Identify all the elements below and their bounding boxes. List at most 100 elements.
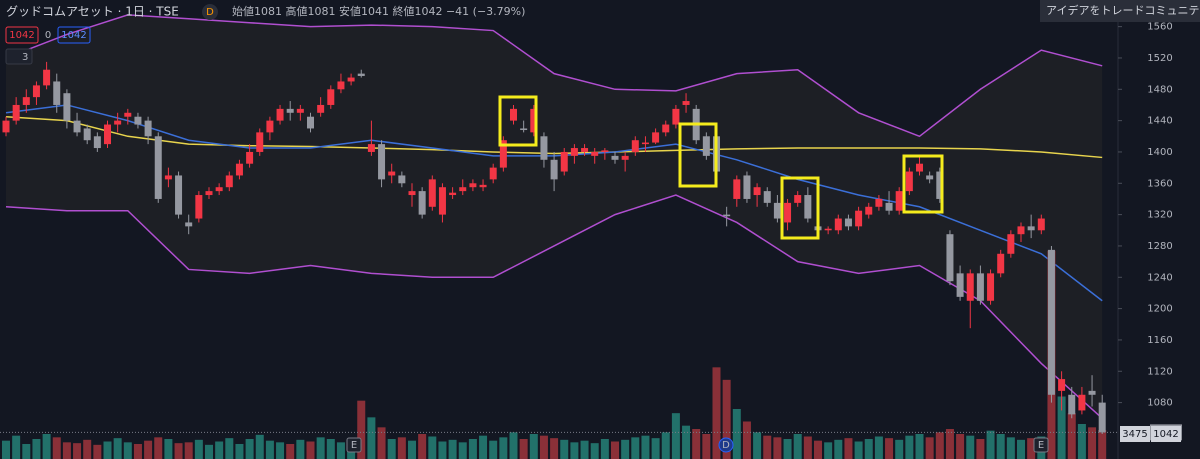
candle-body xyxy=(164,175,172,180)
volume-bar xyxy=(956,434,965,459)
candle-body xyxy=(286,108,294,113)
candle-body xyxy=(936,171,944,199)
volume-bar xyxy=(570,442,579,459)
candle-body xyxy=(367,144,375,152)
banner-bg[interactable] xyxy=(1040,0,1200,22)
candle-body xyxy=(946,234,954,282)
volume-bar xyxy=(529,434,538,459)
candle-body xyxy=(418,191,426,215)
volume-bar xyxy=(539,435,548,459)
candle-body xyxy=(175,175,183,215)
volume-bar xyxy=(133,444,142,459)
sell-box[interactable] xyxy=(5,26,39,44)
candle-body xyxy=(479,184,487,188)
y-tick-label: 1400 xyxy=(1147,147,1172,158)
volume-bar xyxy=(215,441,224,459)
candle-body xyxy=(1047,249,1055,395)
candle-body xyxy=(32,85,40,98)
volume-bar xyxy=(651,438,660,459)
highlight-box xyxy=(780,176,820,240)
volume-bar xyxy=(62,442,71,459)
event-markers: E D E xyxy=(346,437,1049,453)
candle-body xyxy=(83,128,91,141)
volume-bar xyxy=(925,437,934,459)
candle-body xyxy=(327,89,335,105)
candle-body xyxy=(53,81,61,105)
volume-bar xyxy=(895,439,904,459)
volume-bar xyxy=(479,435,488,459)
highlight-box xyxy=(902,154,944,214)
volume-bar xyxy=(357,400,366,459)
y-tick-label: 1280 xyxy=(1147,241,1172,252)
candle-body xyxy=(885,202,893,211)
candle-body xyxy=(347,77,355,82)
volume-bar xyxy=(550,438,559,459)
volume-bar xyxy=(1088,427,1097,459)
buy-box[interactable] xyxy=(57,26,91,44)
y-tick-label: 1320 xyxy=(1147,210,1172,221)
y-tick-label: 1080 xyxy=(1147,398,1172,409)
event-marker[interactable] xyxy=(718,437,734,453)
volume-bar xyxy=(225,438,234,459)
volume-bar xyxy=(722,379,731,459)
candle-body xyxy=(976,273,984,301)
volume-bar xyxy=(1017,439,1025,459)
volume-bar xyxy=(874,436,883,459)
volume-bar xyxy=(438,441,447,459)
candle-body xyxy=(195,195,203,219)
indicator-line xyxy=(5,14,1103,138)
candle-body xyxy=(794,195,802,203)
event-label: E xyxy=(1038,440,1044,451)
indicator-toggle[interactable] xyxy=(5,48,33,65)
volume-bar xyxy=(235,444,244,459)
y-tick-label: 1360 xyxy=(1147,178,1172,189)
volume-bar xyxy=(641,435,650,459)
volume-bar xyxy=(2,440,10,459)
candle-body xyxy=(1007,234,1015,254)
volume-bar xyxy=(864,439,873,459)
candle-body xyxy=(134,116,142,125)
header: グッドコムアセット · 1日 · TSE D 始値1081 高値1081 安値1… xyxy=(5,0,1200,65)
candle-body xyxy=(266,120,274,133)
candle-body xyxy=(276,108,284,121)
volume-bar xyxy=(154,437,163,459)
candle-body xyxy=(1098,402,1106,433)
volume-bar xyxy=(580,440,589,459)
volume-bar xyxy=(265,440,274,459)
candle-body xyxy=(398,175,406,184)
candle-body xyxy=(530,108,538,133)
volume-bar xyxy=(671,413,680,459)
event-marker[interactable] xyxy=(346,437,362,453)
candle-body xyxy=(601,150,609,152)
price-tag xyxy=(1151,426,1181,442)
candle-body xyxy=(956,273,964,297)
volume-bar xyxy=(753,432,762,459)
event-marker[interactable] xyxy=(1033,437,1049,453)
candle-body xyxy=(438,187,446,215)
candle-body xyxy=(357,73,365,76)
volume-bar xyxy=(935,432,944,459)
candle-body xyxy=(43,69,51,86)
candle-body xyxy=(773,202,781,219)
volume-bar xyxy=(103,441,112,459)
candle-body xyxy=(1088,390,1096,395)
volume-bar xyxy=(306,441,315,459)
volume-bar xyxy=(205,444,213,459)
volume-bar xyxy=(854,441,863,459)
candle-body xyxy=(875,198,883,207)
volume-bar xyxy=(123,442,132,459)
candle-body xyxy=(520,128,528,131)
volume-bar xyxy=(844,438,853,459)
volume-bar xyxy=(905,435,914,459)
volume-bar xyxy=(763,435,772,459)
candle-body xyxy=(723,214,731,217)
candle-body xyxy=(824,228,832,231)
candle-body xyxy=(855,210,863,227)
candle-body xyxy=(185,222,193,227)
volume-bar xyxy=(712,367,721,459)
candle-body xyxy=(987,273,995,301)
volume-bar xyxy=(22,444,31,459)
volume-bar xyxy=(245,439,254,459)
volume-bar xyxy=(164,439,173,459)
volume-bar xyxy=(560,439,569,459)
